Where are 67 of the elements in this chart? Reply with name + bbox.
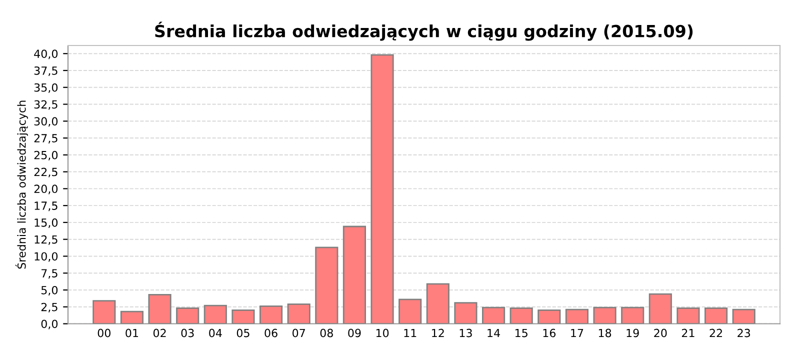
bar [648,293,672,324]
x-tick-label: 00 [98,328,110,338]
x-tick-label: 22 [710,328,722,338]
y-tick-label: 12,5 [34,235,58,245]
x-tick-label: 05 [236,328,250,338]
bar [176,308,200,324]
y-tick-label: 27,5 [34,134,58,144]
x-tick-label: 02 [153,328,166,338]
y-tick-label: 37,5 [34,66,58,76]
y-tick-label: 32,5 [34,100,58,110]
bar [232,310,255,324]
y-tick-label: 2,5 [41,302,58,312]
bar [593,306,616,324]
bar [482,306,506,324]
bar [621,306,644,324]
y-tick-label: 7,5 [42,269,58,279]
bar [538,310,561,324]
y-tick-label: 30,0 [34,117,58,127]
x-tick-label: 01 [126,328,138,338]
y-tick-label: 10,0 [34,252,58,262]
x-tick-label: 23 [738,328,750,338]
y-tick-label: 17,5 [34,202,58,212]
y-tick-label: 20,0 [34,184,58,194]
y-tick-label: 5,0 [41,286,58,296]
bar [204,304,227,324]
x-tick-label: 19 [626,328,639,338]
bar [398,298,422,324]
x-tick-label: 21 [682,328,694,338]
x-tick-label: 07 [292,328,305,338]
bar [676,308,700,324]
x-tick-label: 17 [571,328,584,338]
x-tick-label: 03 [181,328,194,338]
bar [510,308,533,324]
bar [426,283,450,324]
bar [315,246,338,324]
bar [259,305,283,324]
y-tick-label: 0,0 [41,320,58,330]
y-tick-label: 40,0 [34,50,58,60]
y-tick-label: 22,5 [34,168,58,178]
bar [565,308,589,324]
x-tick-label: 20 [654,328,667,338]
bar [287,303,310,324]
bar [454,302,478,324]
bar [148,294,172,324]
bar [732,308,756,324]
y-tick-label: 35,0 [34,83,58,93]
chart-title: Średnia liczba odwiedzających w ciągu godziny (2015.09) [155,22,693,41]
x-tick-label: 18 [598,328,612,338]
x-tick-label: 12 [432,328,444,338]
y-axis-title: Średnia liczba odwiedzających [15,100,28,269]
x-tick-label: 14 [488,328,500,338]
bar [92,300,116,324]
x-tick-label: 04 [209,328,222,338]
bar [342,226,366,324]
x-tick-label: 06 [264,328,278,338]
bar [704,308,728,324]
x-tick-label: 09 [348,328,361,338]
bar [120,310,144,324]
y-tick-label: 15,0 [34,218,58,228]
x-tick-label: 08 [320,328,333,338]
x-tick-label: 11 [404,328,416,338]
x-tick-label: 15 [515,328,528,338]
y-tick-label: 25,0 [34,150,58,160]
x-tick-label: 16 [543,328,556,338]
bar [370,54,394,324]
x-tick-label: 13 [460,328,472,338]
x-tick-label: 10 [376,328,389,338]
